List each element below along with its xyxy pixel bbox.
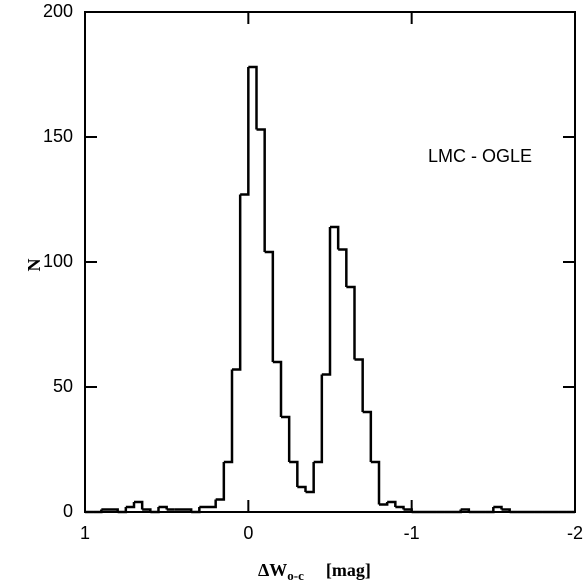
y-tick-label: 50	[53, 376, 73, 396]
y-tick-label: 200	[43, 1, 73, 21]
histogram-step	[264, 250, 275, 362]
histogram-step	[134, 500, 144, 510]
histogram-step	[223, 369, 234, 464]
x-axis-label-main: ΔW	[258, 560, 287, 580]
histogram-step	[354, 358, 364, 412]
histogram-step	[297, 485, 307, 492]
histogram-step	[240, 67, 250, 196]
y-tick-label: 100	[43, 251, 73, 271]
histogram-step	[207, 499, 217, 509]
histogram-step	[281, 415, 291, 462]
histogram-step	[338, 248, 348, 287]
x-axis-label-sub: o-c	[287, 568, 304, 583]
y-tick-label: 0	[63, 501, 73, 521]
histogram-step	[109, 508, 119, 512]
x-tick-label: -2	[567, 523, 583, 543]
histogram-step	[248, 65, 258, 130]
x-tick-label: 1	[80, 523, 90, 543]
histogram-step	[256, 128, 266, 252]
histogram-step	[346, 285, 356, 360]
histogram-step	[460, 508, 471, 512]
histogram-step	[93, 509, 103, 514]
histogram-step	[305, 462, 315, 494]
histogram-step	[362, 410, 373, 462]
histogram-step	[150, 507, 160, 514]
histogram-step	[125, 502, 136, 509]
histogram-step	[272, 360, 283, 417]
histogram-step	[117, 507, 128, 514]
y-axis-label: N	[24, 259, 44, 272]
x-axis-label-unit: [mag]	[326, 560, 371, 580]
histogram-step	[452, 509, 462, 514]
histogram-step	[403, 508, 413, 512]
histogram-step	[493, 505, 503, 510]
histogram-step	[313, 374, 324, 464]
histogram-step	[395, 505, 405, 510]
histogram-step	[330, 225, 340, 250]
histogram-step	[387, 500, 397, 507]
histogram-step	[501, 508, 511, 512]
histogram-step	[191, 507, 201, 514]
histogram-step	[321, 227, 332, 376]
histogram-step	[289, 460, 299, 487]
histogram-step	[232, 194, 242, 371]
histogram-step	[379, 502, 389, 506]
histogram-step	[183, 508, 193, 512]
x-axis-label: ΔWo-c [mag]	[258, 560, 371, 583]
histogram-step	[215, 462, 226, 501]
histogram-step	[142, 508, 152, 512]
x-tick-label: 0	[243, 523, 253, 543]
y-tick-label: 150	[43, 126, 73, 146]
histogram-step	[485, 507, 495, 514]
histogram-step	[370, 460, 381, 505]
x-tick-label: -1	[404, 523, 420, 543]
histogram-step	[158, 505, 168, 510]
annotation: LMC - OGLE	[428, 146, 532, 166]
